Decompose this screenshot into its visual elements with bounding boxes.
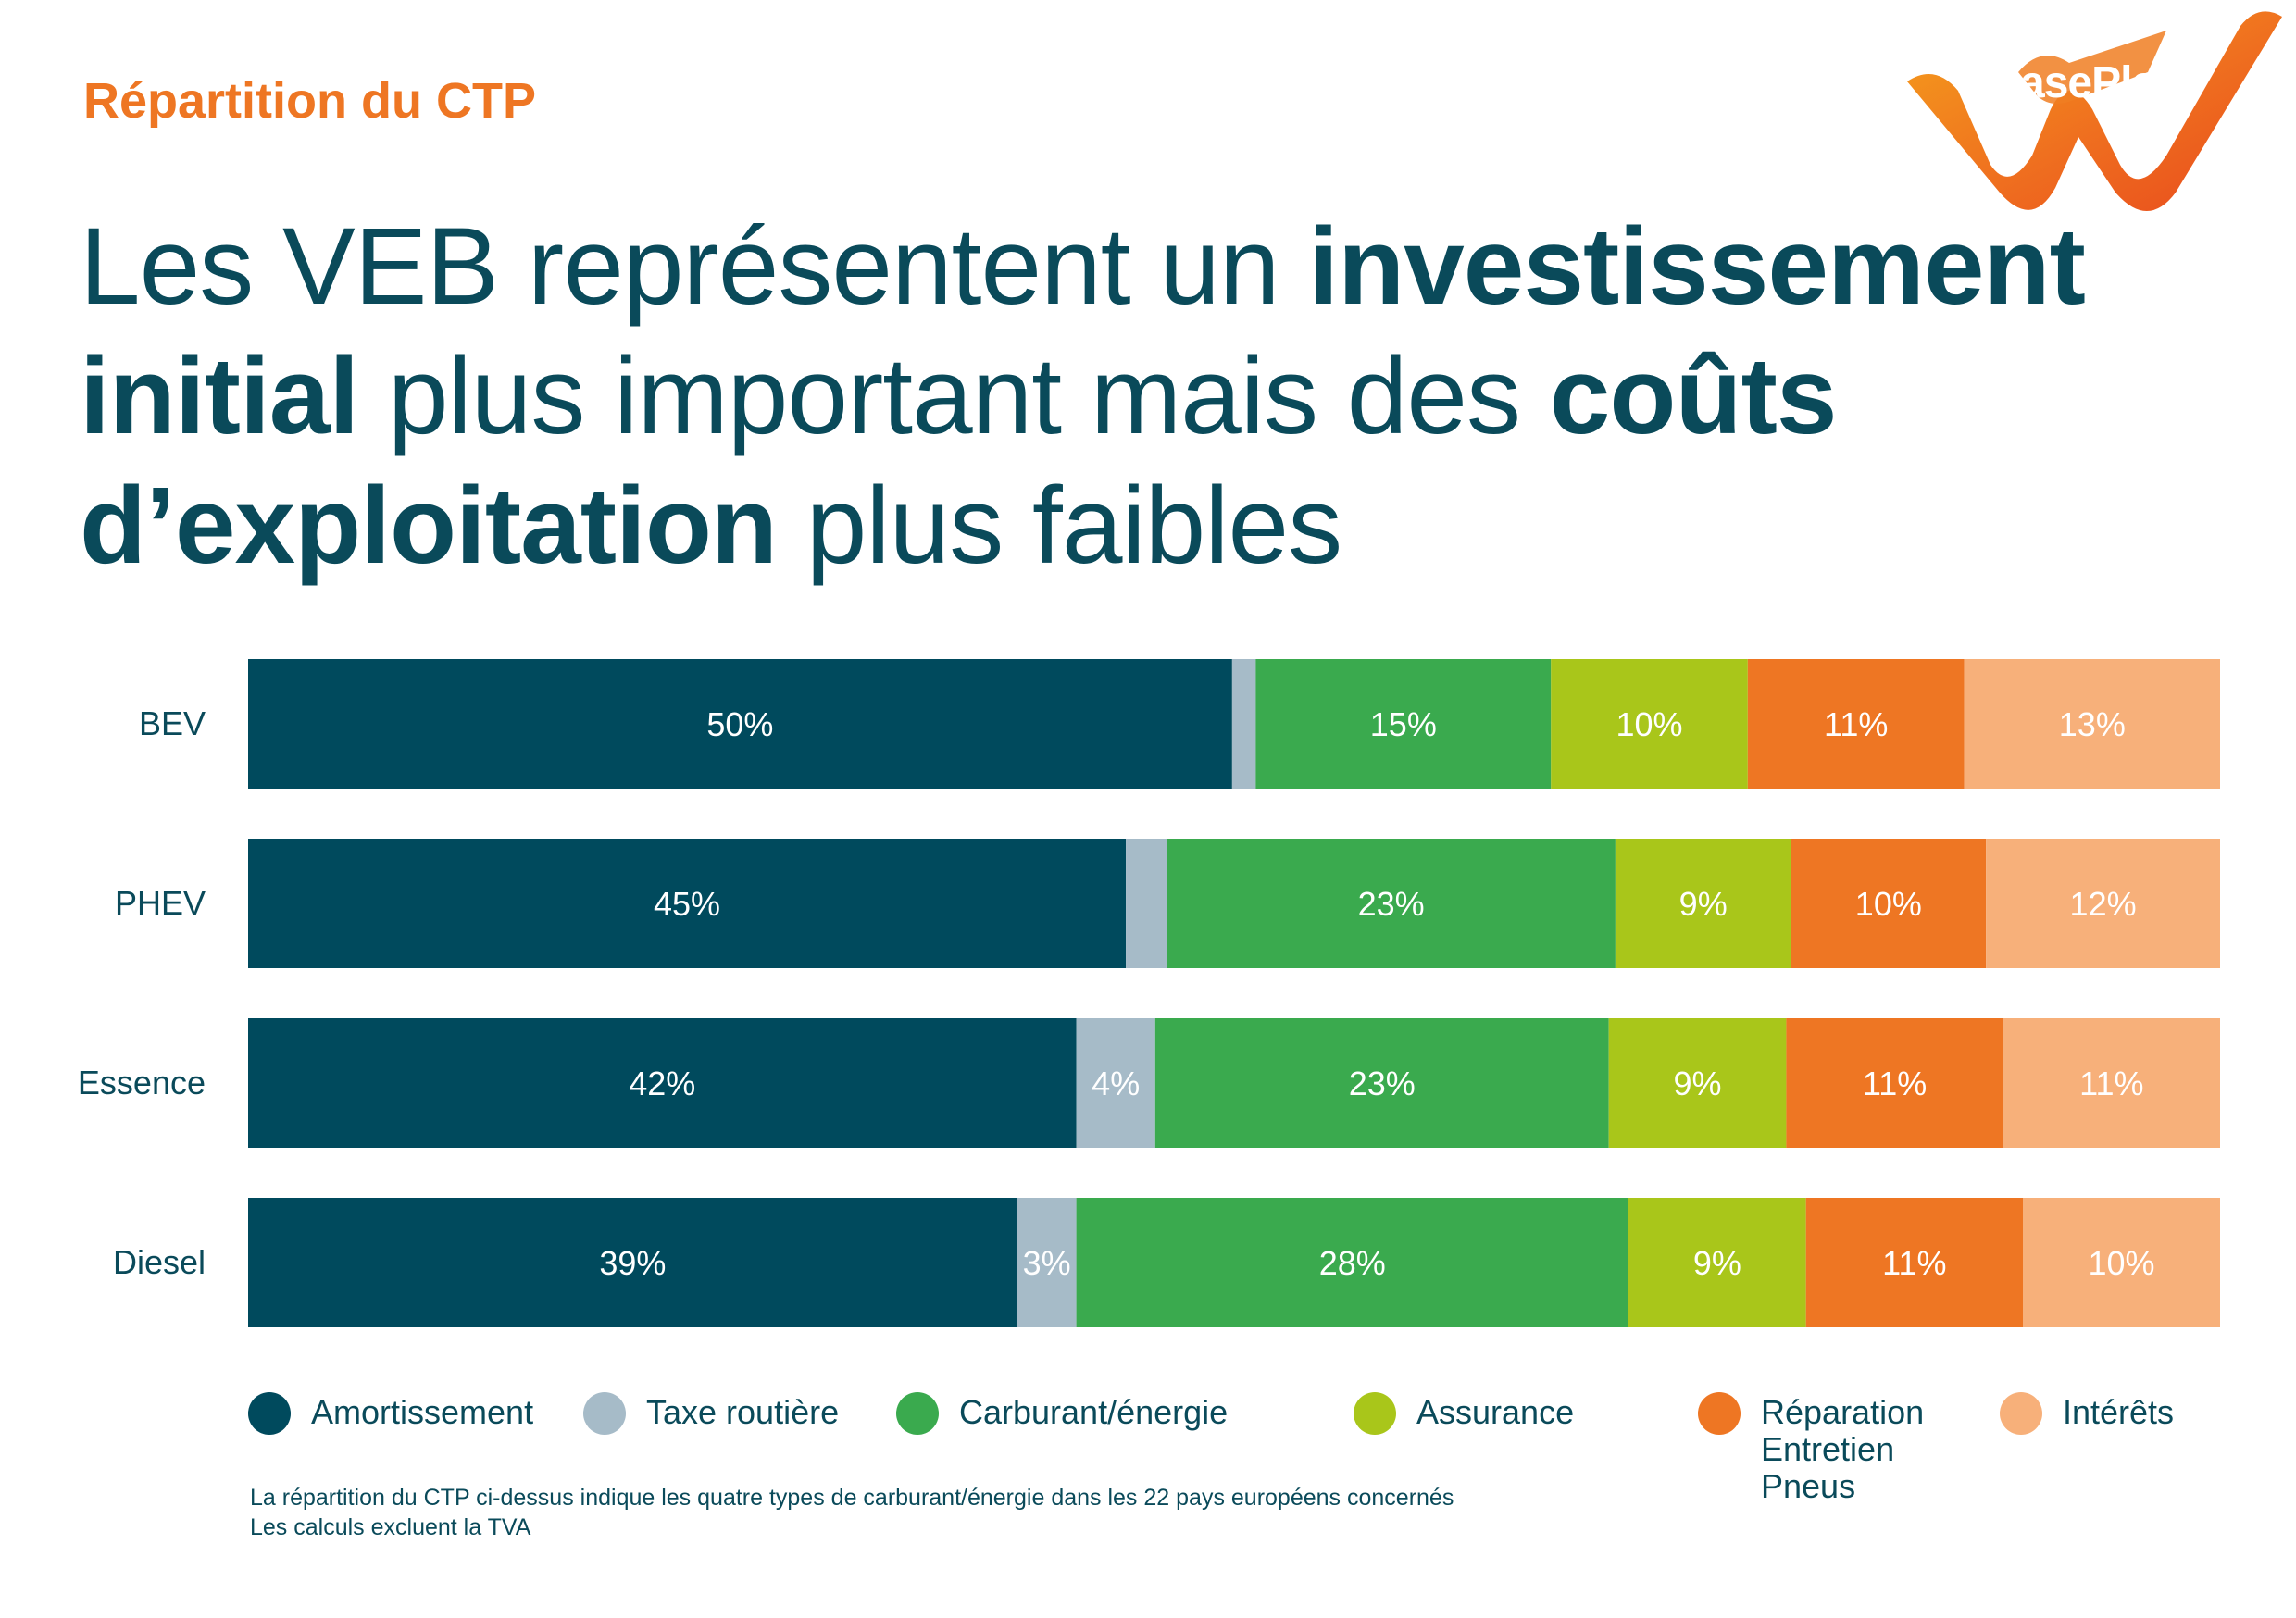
title-part-1: Les VEB représentent un (80, 205, 1309, 328)
bar-segment (248, 1198, 1017, 1327)
data-label: 9% (1679, 885, 1728, 923)
bar-segment (1628, 1198, 1806, 1327)
legend-label: Assurance (1416, 1393, 1575, 1431)
data-label: 23% (1349, 1064, 1416, 1102)
leaseplan-wordmark: LeasePlan (1970, 58, 2182, 107)
data-label: 11% (1824, 705, 1888, 743)
legend-item: Réparation Entretien Pneus (1698, 1388, 1924, 1505)
tco-stacked-bar-chart: BEV 50% 15% 10% 11% 13% PHEV 45% 23% 9% 10% 12% Esse… (78, 659, 2220, 1327)
bar-segment (2003, 1018, 2220, 1148)
category-label: Diesel (113, 1243, 206, 1281)
bar-segment (1017, 1198, 1077, 1327)
data-label: 13% (2059, 705, 2126, 743)
bar-segment (1608, 1018, 1787, 1148)
bar-segment (1551, 659, 1748, 789)
bar-segment (1786, 1018, 2003, 1148)
data-label: 11% (1882, 1244, 1946, 1282)
legend-swatch (248, 1392, 291, 1435)
data-label: 11% (2079, 1064, 2143, 1102)
legend-label: Carburant/énergie (959, 1393, 1229, 1431)
bar-segment (1076, 1198, 1628, 1327)
title-bold-2: coûts d’exploitation (80, 335, 1838, 587)
bar-segment (248, 659, 1232, 789)
bar-segment (1154, 1018, 1609, 1148)
legend-swatch (896, 1392, 939, 1435)
category-label: Essence (78, 1064, 206, 1101)
leaseplan-logo-icon (1907, 11, 2282, 211)
bar-segment (1076, 1018, 1155, 1148)
bar-segment (1126, 839, 1167, 968)
page-kicker: Répartition du CTP (83, 73, 536, 129)
data-label: 50% (706, 705, 773, 743)
data-label: 28% (1319, 1244, 1386, 1282)
legend-item: Amortissement (248, 1388, 533, 1435)
footnote-line-1: La répartition du CTP ci-dessus indique … (250, 1485, 1454, 1511)
data-label: 42% (629, 1064, 695, 1102)
data-label: 9% (1674, 1064, 1722, 1102)
bar-segment (1615, 839, 1791, 968)
title-bold-1: investissement initial (80, 205, 2086, 457)
chart-legend: Amortissement Taxe routière Carburant/éner… (0, 1388, 2296, 1518)
data-label: 10% (1616, 705, 1683, 743)
bar-segment (1986, 839, 2220, 968)
footnote-line-2: Les calculs excluent la TVA (250, 1514, 531, 1540)
legend-item: Assurance (1354, 1388, 1574, 1435)
bar-segment (248, 839, 1127, 968)
legend-item: Taxe routière (583, 1388, 839, 1435)
data-label: 39% (599, 1244, 666, 1282)
legend-swatch (583, 1392, 626, 1435)
legend-label: Amortissement (311, 1393, 534, 1431)
legend-swatch (1698, 1392, 1741, 1435)
bar-segment (1805, 1198, 2023, 1327)
legend-swatch (1354, 1392, 1396, 1435)
legend-swatch (2000, 1392, 2042, 1435)
title-part-2: plus important mais des (358, 335, 1550, 457)
bar-segment (1791, 839, 1987, 968)
legend-label: Réparation Entretien Pneus (1761, 1393, 1925, 1505)
data-label: 10% (1855, 885, 1922, 923)
bar-segment (1231, 659, 1256, 789)
legend-label: Intérêts (2063, 1393, 2175, 1431)
data-label: 10% (2088, 1244, 2154, 1282)
bar-segment (1255, 659, 1552, 789)
bar-segment (1964, 659, 2220, 789)
data-label: 11% (1863, 1064, 1927, 1102)
bar-segment (1167, 839, 1616, 968)
bar-segment (1747, 659, 1965, 789)
title-part-3: plus faibles (777, 465, 1342, 587)
bar-segment (248, 1018, 1077, 1148)
data-label: 9% (1693, 1244, 1741, 1282)
data-label: 15% (1370, 705, 1437, 743)
bar-segment (2023, 1198, 2220, 1327)
legend-item: Carburant/énergie (896, 1388, 1228, 1435)
legend-label: Taxe routière (646, 1393, 840, 1431)
data-label: 12% (2070, 885, 2137, 923)
legend-item: Intérêts (2000, 1388, 2174, 1435)
page-title: Les VEB représentent un investissement i… (80, 202, 2237, 591)
data-label: 4% (1092, 1064, 1140, 1102)
category-label: PHEV (115, 884, 206, 922)
data-label: 45% (654, 885, 720, 923)
footnote: La répartition du CTP ci-dessus indique … (250, 1483, 1454, 1542)
data-label: 23% (1358, 885, 1425, 923)
category-label: BEV (139, 704, 206, 742)
data-label: 3% (1023, 1244, 1071, 1282)
